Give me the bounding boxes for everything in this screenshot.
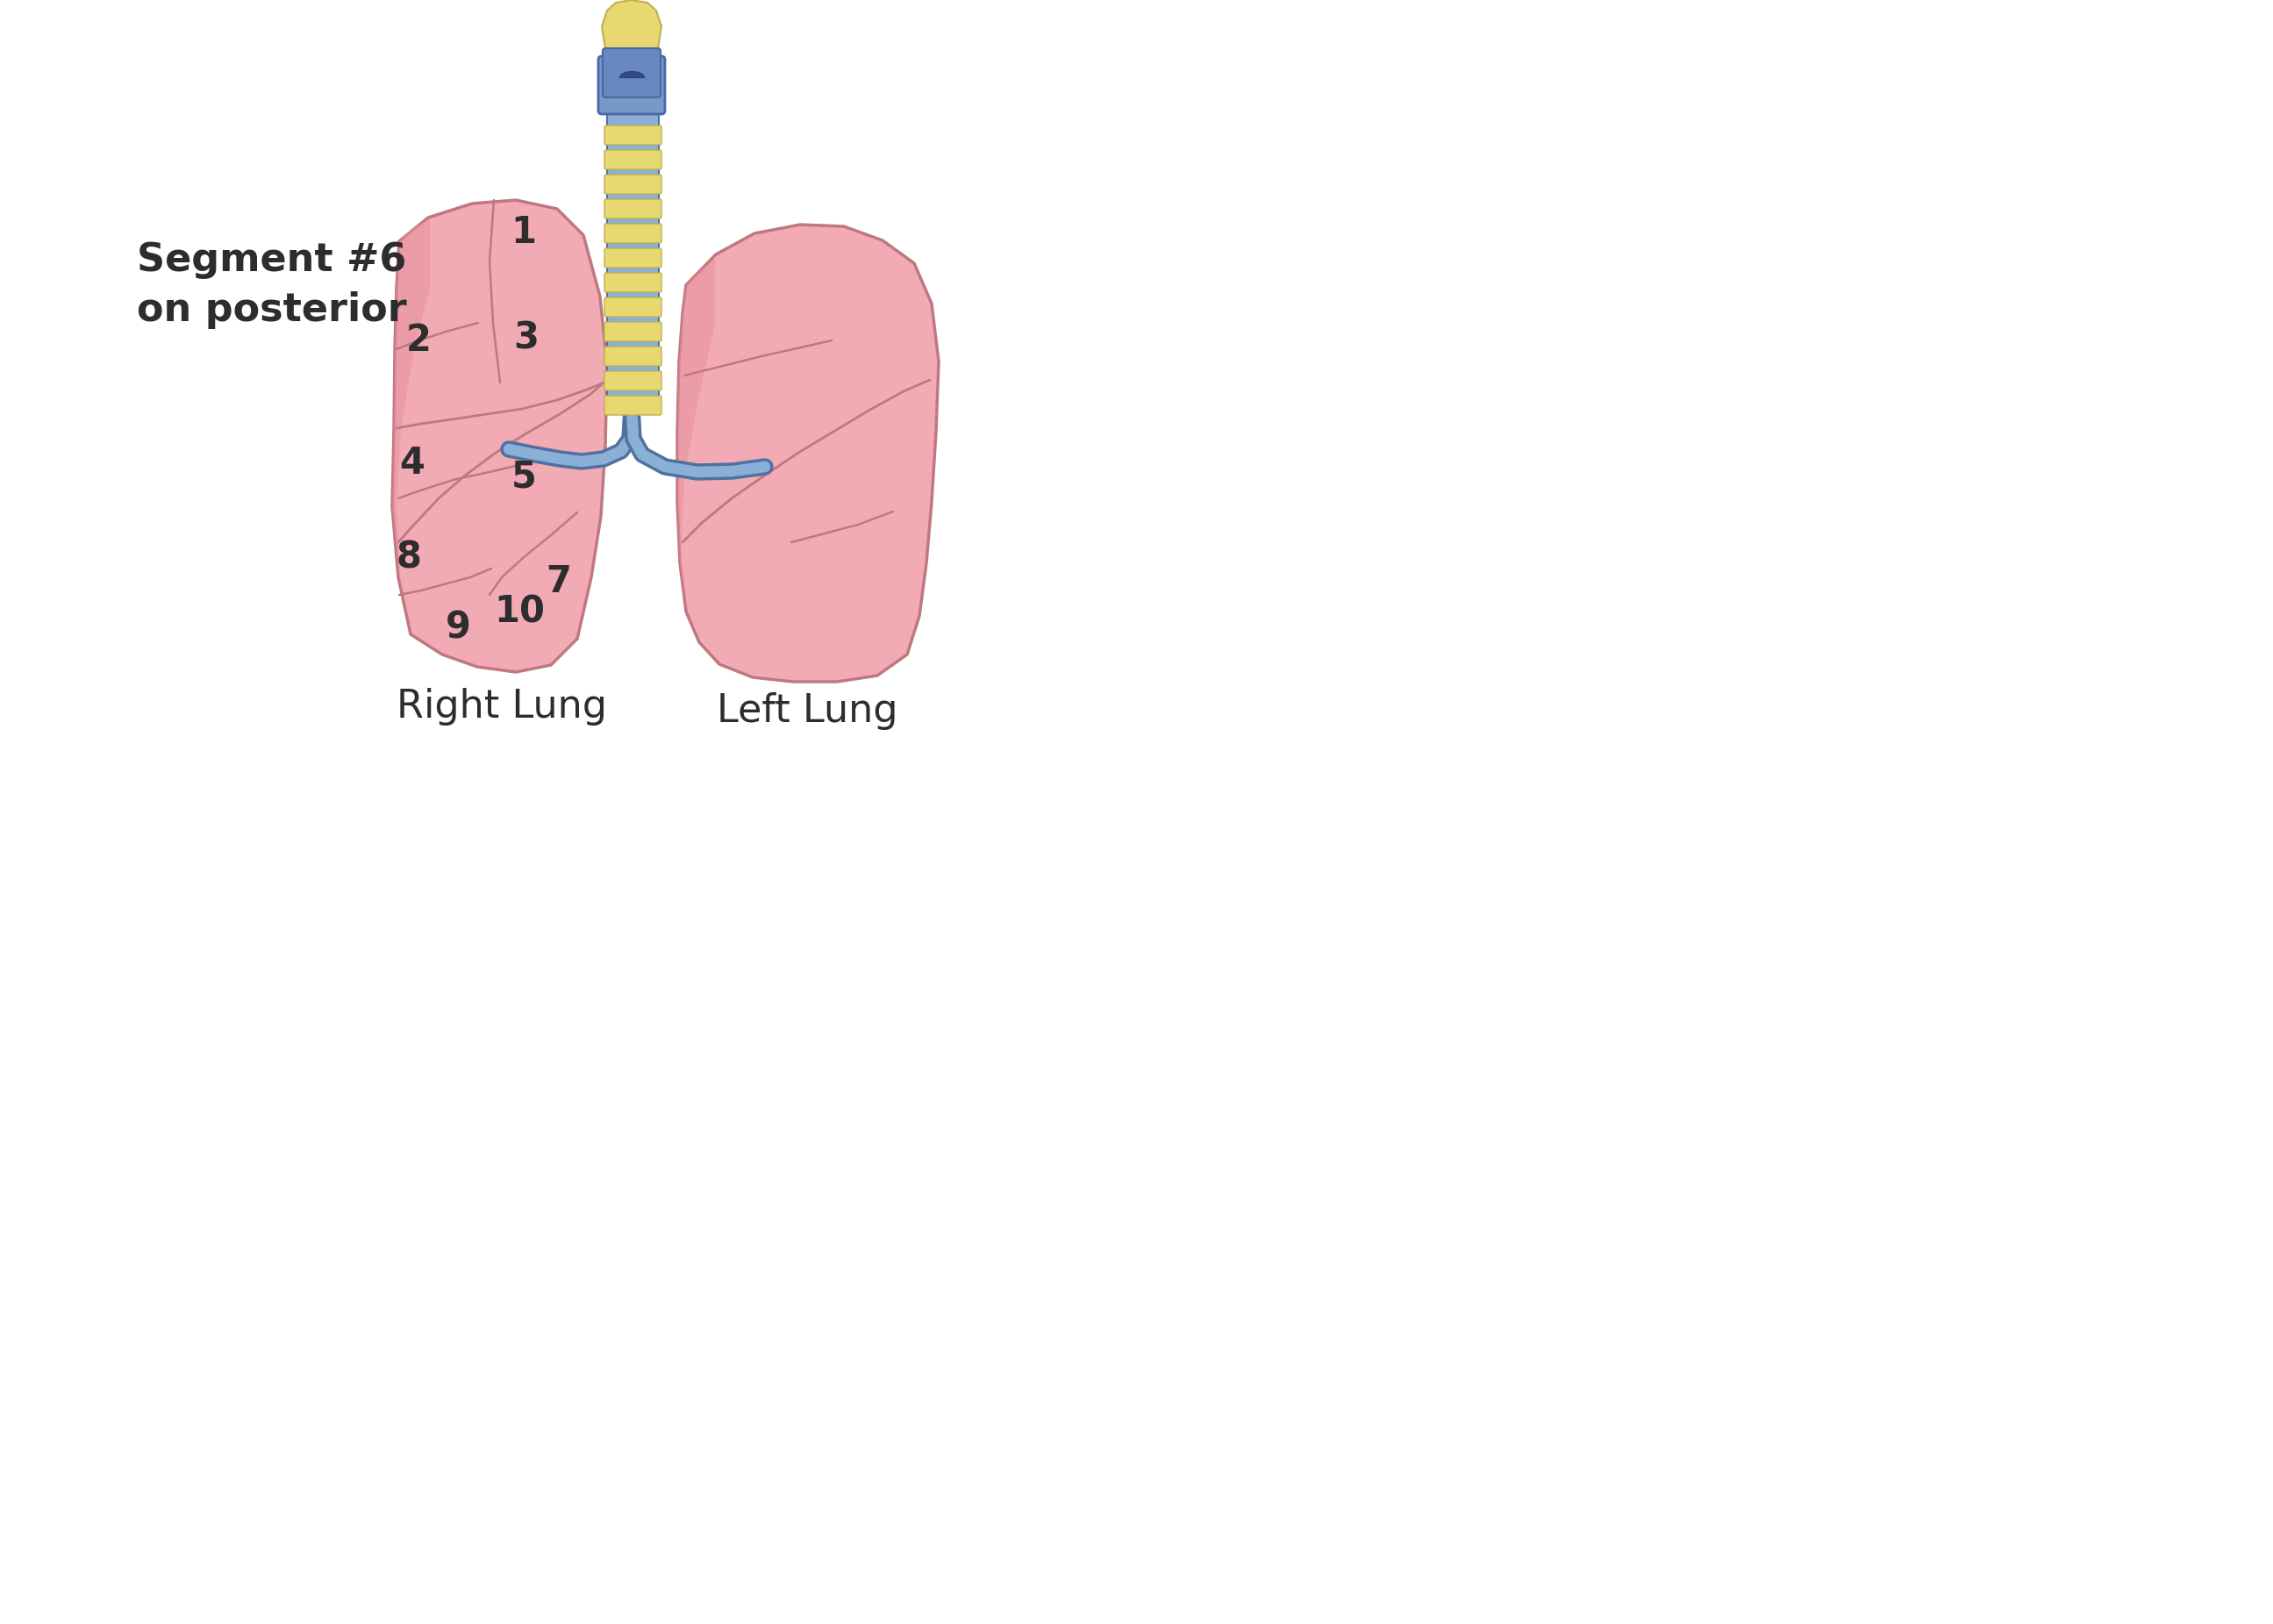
- Text: Left Lung: Left Lung: [716, 692, 898, 729]
- Text: 5: 5: [511, 458, 536, 495]
- Text: 8: 8: [396, 539, 421, 575]
- Text: 9: 9: [446, 609, 471, 646]
- Polygon shape: [677, 258, 716, 612]
- FancyBboxPatch shape: [605, 372, 661, 390]
- Text: Right Lung: Right Lung: [396, 687, 607, 726]
- Text: Segment #6
on posterior: Segment #6 on posterior: [136, 242, 407, 328]
- Polygon shape: [677, 224, 939, 682]
- FancyBboxPatch shape: [605, 224, 661, 244]
- FancyBboxPatch shape: [605, 149, 661, 169]
- FancyBboxPatch shape: [605, 297, 661, 317]
- Text: 7: 7: [546, 564, 571, 601]
- Text: 3: 3: [514, 320, 539, 356]
- FancyBboxPatch shape: [605, 125, 661, 145]
- Text: 4: 4: [400, 445, 425, 482]
- Polygon shape: [602, 0, 661, 60]
- FancyBboxPatch shape: [605, 322, 661, 341]
- FancyBboxPatch shape: [605, 273, 661, 292]
- FancyBboxPatch shape: [605, 248, 661, 268]
- FancyBboxPatch shape: [607, 102, 659, 411]
- FancyBboxPatch shape: [605, 346, 661, 365]
- FancyBboxPatch shape: [598, 57, 666, 114]
- FancyBboxPatch shape: [602, 49, 661, 97]
- FancyBboxPatch shape: [605, 175, 661, 193]
- FancyBboxPatch shape: [605, 396, 661, 416]
- FancyBboxPatch shape: [605, 200, 661, 219]
- Polygon shape: [393, 219, 430, 635]
- Text: 1: 1: [511, 214, 536, 252]
- Polygon shape: [393, 200, 607, 672]
- Text: 10: 10: [493, 593, 546, 630]
- Text: 2: 2: [407, 322, 432, 359]
